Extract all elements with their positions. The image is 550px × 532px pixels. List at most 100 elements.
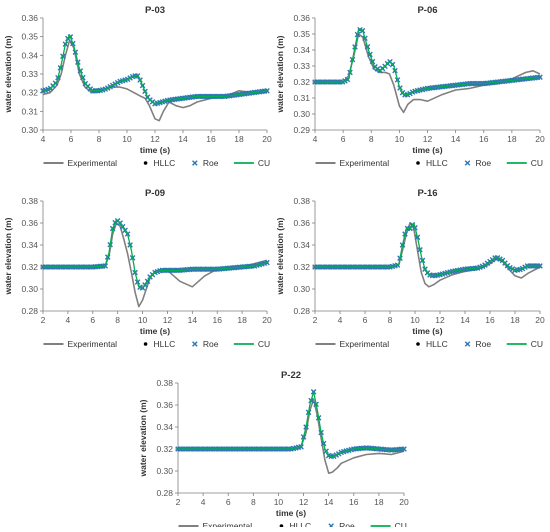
y-tick-label: 0.38 bbox=[293, 196, 310, 206]
x-tick-label: 18 bbox=[510, 315, 520, 325]
legend-label: Roe bbox=[476, 158, 492, 168]
x-tick-label: 2 bbox=[313, 315, 318, 325]
legend-label: HLLC bbox=[426, 158, 448, 168]
x-tick-label: 18 bbox=[374, 497, 384, 507]
x-tick-label: 18 bbox=[507, 134, 517, 144]
legend-label: HLLC bbox=[289, 521, 311, 527]
series-line-cu bbox=[178, 391, 405, 458]
legend: Experimental HLLC Roe CU bbox=[43, 158, 270, 168]
legend-swatch bbox=[143, 342, 148, 346]
x-tick-label: 16 bbox=[479, 134, 489, 144]
x-tick-label: 20 bbox=[262, 315, 272, 325]
plot-area bbox=[40, 34, 270, 122]
y-tick-label: 0.34 bbox=[156, 422, 173, 432]
x-tick-label: 6 bbox=[341, 134, 346, 144]
chart-title: P-22 bbox=[281, 370, 301, 381]
x-tick-label: 10 bbox=[395, 134, 405, 144]
legend-label: Roe bbox=[203, 158, 219, 168]
legend-swatch bbox=[464, 160, 471, 166]
legend-item-cu: CU bbox=[370, 521, 407, 531]
legend-label: HLLC bbox=[154, 158, 176, 168]
chart-panel-1: P-03 4 6 8 10 12 14 16 18 20 0.30 0.31 0.32 0.33 0.34 0… bbox=[3, 5, 272, 168]
chart-panel-4: P-16 2 4 6 8 10 12 14 16 18 20 0.28 0.30 0.32 0.34 0.36… bbox=[275, 188, 545, 349]
x-tick-label: 20 bbox=[535, 315, 545, 325]
series-line-experimental bbox=[315, 222, 541, 288]
series-cu bbox=[42, 34, 268, 105]
y-tick-label: 0.30 bbox=[156, 466, 173, 476]
legend-item-experimental: Experimental bbox=[43, 339, 117, 349]
y-tick-label: 0.35 bbox=[293, 29, 310, 39]
x-tick-label: 8 bbox=[97, 134, 102, 144]
y-tick-label: 0.35 bbox=[21, 32, 38, 42]
series-roe bbox=[312, 26, 543, 98]
y-tick-label: 0.28 bbox=[21, 306, 38, 316]
x-tick-label: 10 bbox=[138, 315, 148, 325]
x-tick-label: 14 bbox=[188, 315, 198, 325]
legend-label: Experimental bbox=[340, 158, 390, 168]
x-tick-label: 10 bbox=[122, 134, 132, 144]
y-tick-label: 0.32 bbox=[21, 262, 38, 272]
legend-swatch bbox=[192, 341, 198, 347]
x-tick-label: 6 bbox=[363, 315, 368, 325]
x-tick-label: 2 bbox=[41, 315, 46, 325]
y-tick-label: 0.29 bbox=[293, 125, 310, 135]
legend-item-hllc: HLLC bbox=[279, 521, 311, 531]
legend-label: Roe bbox=[339, 521, 355, 527]
y-tick-label: 0.33 bbox=[21, 69, 38, 79]
series-cu bbox=[315, 28, 541, 96]
x-tick-label: 20 bbox=[535, 134, 545, 144]
chart-panel-5: P-22 2 4 6 8 10 12 14 16 18 20 0.28 0.30 0.32 0.34 0.36… bbox=[138, 370, 409, 531]
x-tick-label: 18 bbox=[237, 315, 247, 325]
legend-label: Roe bbox=[476, 339, 492, 349]
chart-title: P-09 bbox=[145, 188, 165, 199]
x-tick-label: 4 bbox=[313, 134, 318, 144]
legend-label: Experimental bbox=[67, 158, 117, 168]
y-tick-label: 0.36 bbox=[156, 400, 173, 410]
y-tick-label: 0.33 bbox=[293, 61, 310, 71]
series-line-cu bbox=[315, 28, 541, 96]
legend-item-roe: Roe bbox=[464, 339, 492, 349]
series-experimental bbox=[315, 222, 541, 288]
y-tick-label: 0.36 bbox=[21, 13, 38, 23]
legend-item-roe: Roe bbox=[192, 158, 219, 168]
x-tick-label: 16 bbox=[206, 134, 216, 144]
legend-item-roe: Roe bbox=[328, 521, 355, 531]
x-tick-label: 6 bbox=[69, 134, 74, 144]
legend-label: Experimental bbox=[203, 521, 253, 527]
legend-item-roe: Roe bbox=[192, 339, 219, 349]
x-tick-label: 12 bbox=[435, 315, 445, 325]
x-tick-label: 6 bbox=[90, 315, 95, 325]
x-tick-label: 4 bbox=[338, 315, 343, 325]
series-cu bbox=[315, 222, 540, 277]
legend-item-cu: CU bbox=[506, 158, 543, 168]
y-tick-label: 0.36 bbox=[293, 13, 310, 23]
plot-area bbox=[175, 389, 407, 475]
y-axis-label: water elevation (m) bbox=[3, 35, 13, 113]
x-tick-label: 12 bbox=[299, 497, 309, 507]
legend-item-experimental: Experimental bbox=[178, 521, 253, 531]
legend-item-hllc: HLLC bbox=[143, 158, 176, 168]
x-axis-label: time (s) bbox=[140, 326, 170, 336]
y-axis-label: water elevation (m) bbox=[138, 399, 148, 477]
legend: Experimental HLLC Roe CU bbox=[43, 339, 270, 349]
y-tick-label: 0.36 bbox=[21, 218, 38, 228]
plot-area bbox=[312, 26, 543, 114]
chart-title: P-06 bbox=[417, 5, 437, 16]
legend-item-hllc: HLLC bbox=[416, 339, 448, 349]
y-tick-label: 0.32 bbox=[156, 444, 173, 454]
legend-label: HLLC bbox=[154, 339, 176, 349]
legend-item-cu: CU bbox=[233, 339, 270, 349]
x-tick-label: 4 bbox=[66, 315, 71, 325]
x-tick-label: 20 bbox=[399, 497, 409, 507]
y-tick-label: 0.34 bbox=[293, 240, 310, 250]
x-tick-label: 14 bbox=[324, 497, 334, 507]
legend: Experimental HLLC Roe CU bbox=[178, 521, 407, 531]
x-tick-label: 16 bbox=[349, 497, 359, 507]
x-tick-label: 8 bbox=[369, 134, 374, 144]
legend-label: Experimental bbox=[340, 339, 390, 349]
y-tick-label: 0.30 bbox=[293, 284, 310, 294]
legend-label: CU bbox=[531, 339, 543, 349]
y-tick-label: 0.32 bbox=[293, 77, 310, 87]
y-tick-label: 0.30 bbox=[293, 109, 310, 119]
